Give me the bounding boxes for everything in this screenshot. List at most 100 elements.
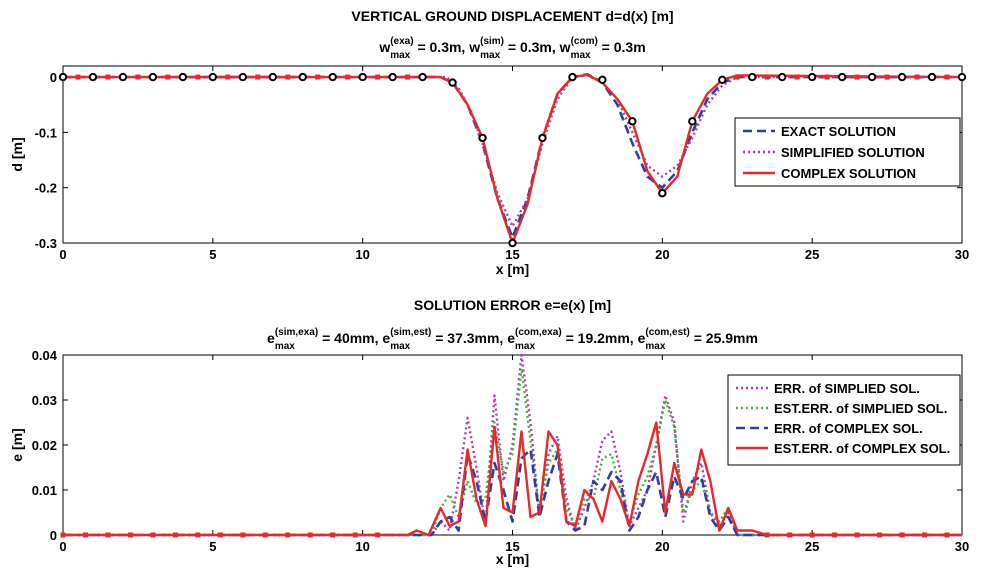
baseline-marker (884, 74, 890, 80)
x-tick-label: 20 (655, 247, 669, 262)
baseline-marker (854, 532, 860, 538)
series-line-2 (63, 367, 962, 537)
displacement-chart: VERTICAL GROUND DISPLACEMENT d=d(x) [m] … (9, 8, 969, 277)
subtitle-subscript: max (515, 341, 535, 352)
y-tick-label: 0.02 (32, 438, 57, 453)
chart-subtitle: w(exa) max = 0.3m, w(sim) max = 0.3m, w(co… (378, 36, 645, 61)
y-tick-label: 0.04 (32, 348, 58, 363)
data-point-marker (88, 72, 98, 82)
x-tick-label: 15 (505, 247, 519, 262)
subtitle-symbol: e (638, 330, 646, 346)
legend-label: SIMPLIFIED SOLUTION (781, 145, 925, 160)
baseline-marker (944, 532, 950, 538)
baseline-marker (127, 532, 133, 538)
baseline-marker (262, 532, 268, 538)
baseline-marker (330, 532, 336, 538)
data-point-marker (238, 72, 248, 82)
x-tick-label: 10 (355, 247, 369, 262)
y-tick-label: 0 (50, 70, 57, 85)
subtitle-value: = 19.2mm, (562, 330, 638, 346)
x-tick-label: 5 (209, 247, 216, 262)
data-point-marker (718, 75, 727, 85)
subtitle-subscript: max (645, 341, 665, 352)
subtitle-value: = 40mm, (318, 330, 382, 346)
legend: ERR. of SIMPLIED SOL. EST.ERR. of SIMPLIE… (727, 374, 961, 466)
baseline-marker (255, 74, 261, 80)
data-point-marker (178, 72, 188, 82)
legend-label: EST.ERR. of SIMPLIED SOL. (774, 401, 947, 416)
legend-label: ERR. of SIMPLIED SOL. (774, 381, 920, 396)
axis-ticks: 0 5 10 15 20 25 30 0 -0.1 -0.2 -0.3 (35, 66, 969, 262)
subtitle-value: = 37.3mm, (431, 330, 507, 346)
y-tick-label: -0.2 (35, 181, 57, 196)
legend-label: EXACT SOLUTION (781, 124, 896, 139)
data-point-marker (658, 189, 667, 198)
baseline-marker (60, 532, 66, 538)
baseline-marker (734, 74, 740, 80)
data-point-marker (118, 72, 128, 82)
baseline-marker (172, 532, 178, 538)
chart-title: VERTICAL GROUND DISPLACEMENT d=d(x) [m] (351, 8, 673, 24)
subtitle-symbol: w (468, 39, 480, 55)
legend-label: ERR. of COMPLEX SOL. (774, 421, 923, 436)
baseline-marker (914, 74, 920, 80)
subtitle-symbol: w (559, 39, 571, 55)
baseline-marker (899, 532, 905, 538)
y-tick-label: 0.03 (32, 393, 57, 408)
baseline-marker (307, 532, 313, 538)
legend-box (734, 117, 961, 187)
baseline-marker (922, 532, 928, 538)
error-chart: SOLUTION ERROR e=e(x) [m] e(sim,exa) max … (9, 297, 969, 567)
baseline-marker (764, 532, 770, 538)
baseline-marker (285, 74, 291, 80)
chart-subtitle: e(sim,exa) max = 40mm, e(sim,est) max = 37… (267, 327, 758, 352)
data-point-marker (837, 72, 847, 82)
baseline-marker (105, 532, 111, 538)
series-line-3 (63, 448, 962, 537)
series-line-4 (63, 421, 962, 537)
data-point-marker (897, 72, 907, 82)
subtitle-subscript: max (571, 50, 591, 61)
subtitle-subscript: max (480, 50, 500, 61)
data-point-marker (358, 72, 367, 82)
y-tick-label: 0.01 (32, 483, 57, 498)
baseline-marker (225, 74, 231, 80)
y-tick-label: -0.3 (35, 236, 57, 251)
baseline-marker (787, 532, 793, 538)
data-point-marker (598, 75, 607, 85)
baseline-marker (105, 74, 111, 80)
y-tick-label: 0 (50, 528, 57, 543)
subtitle-value: = 0.3m, (414, 39, 470, 55)
y-tick-label: -0.1 (35, 125, 57, 140)
data-point-marker (448, 78, 457, 87)
data-point-marker (508, 238, 517, 248)
x-tick-label: 30 (955, 539, 969, 554)
subtitle-subscript: max (390, 50, 410, 61)
x-tick-label: 20 (655, 539, 669, 554)
series-group (60, 353, 962, 538)
y-axis-label: d [m] (9, 137, 25, 171)
baseline-marker (217, 532, 223, 538)
y-axis-label: e [m] (9, 428, 25, 461)
data-point-marker (148, 72, 158, 82)
data-point-marker (957, 72, 967, 82)
subtitle-superscript: (com) (571, 36, 598, 47)
data-point-marker (628, 117, 637, 126)
baseline-marker (764, 74, 770, 80)
baseline-marker (240, 532, 246, 538)
legend-label: EST.ERR. of COMPLEX SOL. (774, 441, 950, 456)
baseline-marker (877, 532, 883, 538)
subtitle-superscript: (sim,exa) (275, 327, 318, 338)
legend-label: COMPLEX SOLUTION (781, 166, 916, 181)
x-tick-label: 0 (59, 247, 66, 262)
x-tick-label: 10 (355, 539, 369, 554)
data-point-marker (328, 72, 337, 82)
data-point-marker (748, 72, 757, 82)
baseline-marker (809, 532, 815, 538)
data-point-marker (867, 72, 877, 82)
baseline-marker (82, 532, 88, 538)
baseline-marker (285, 532, 291, 538)
baseline-marker (832, 532, 838, 538)
baseline-marker (195, 74, 201, 80)
